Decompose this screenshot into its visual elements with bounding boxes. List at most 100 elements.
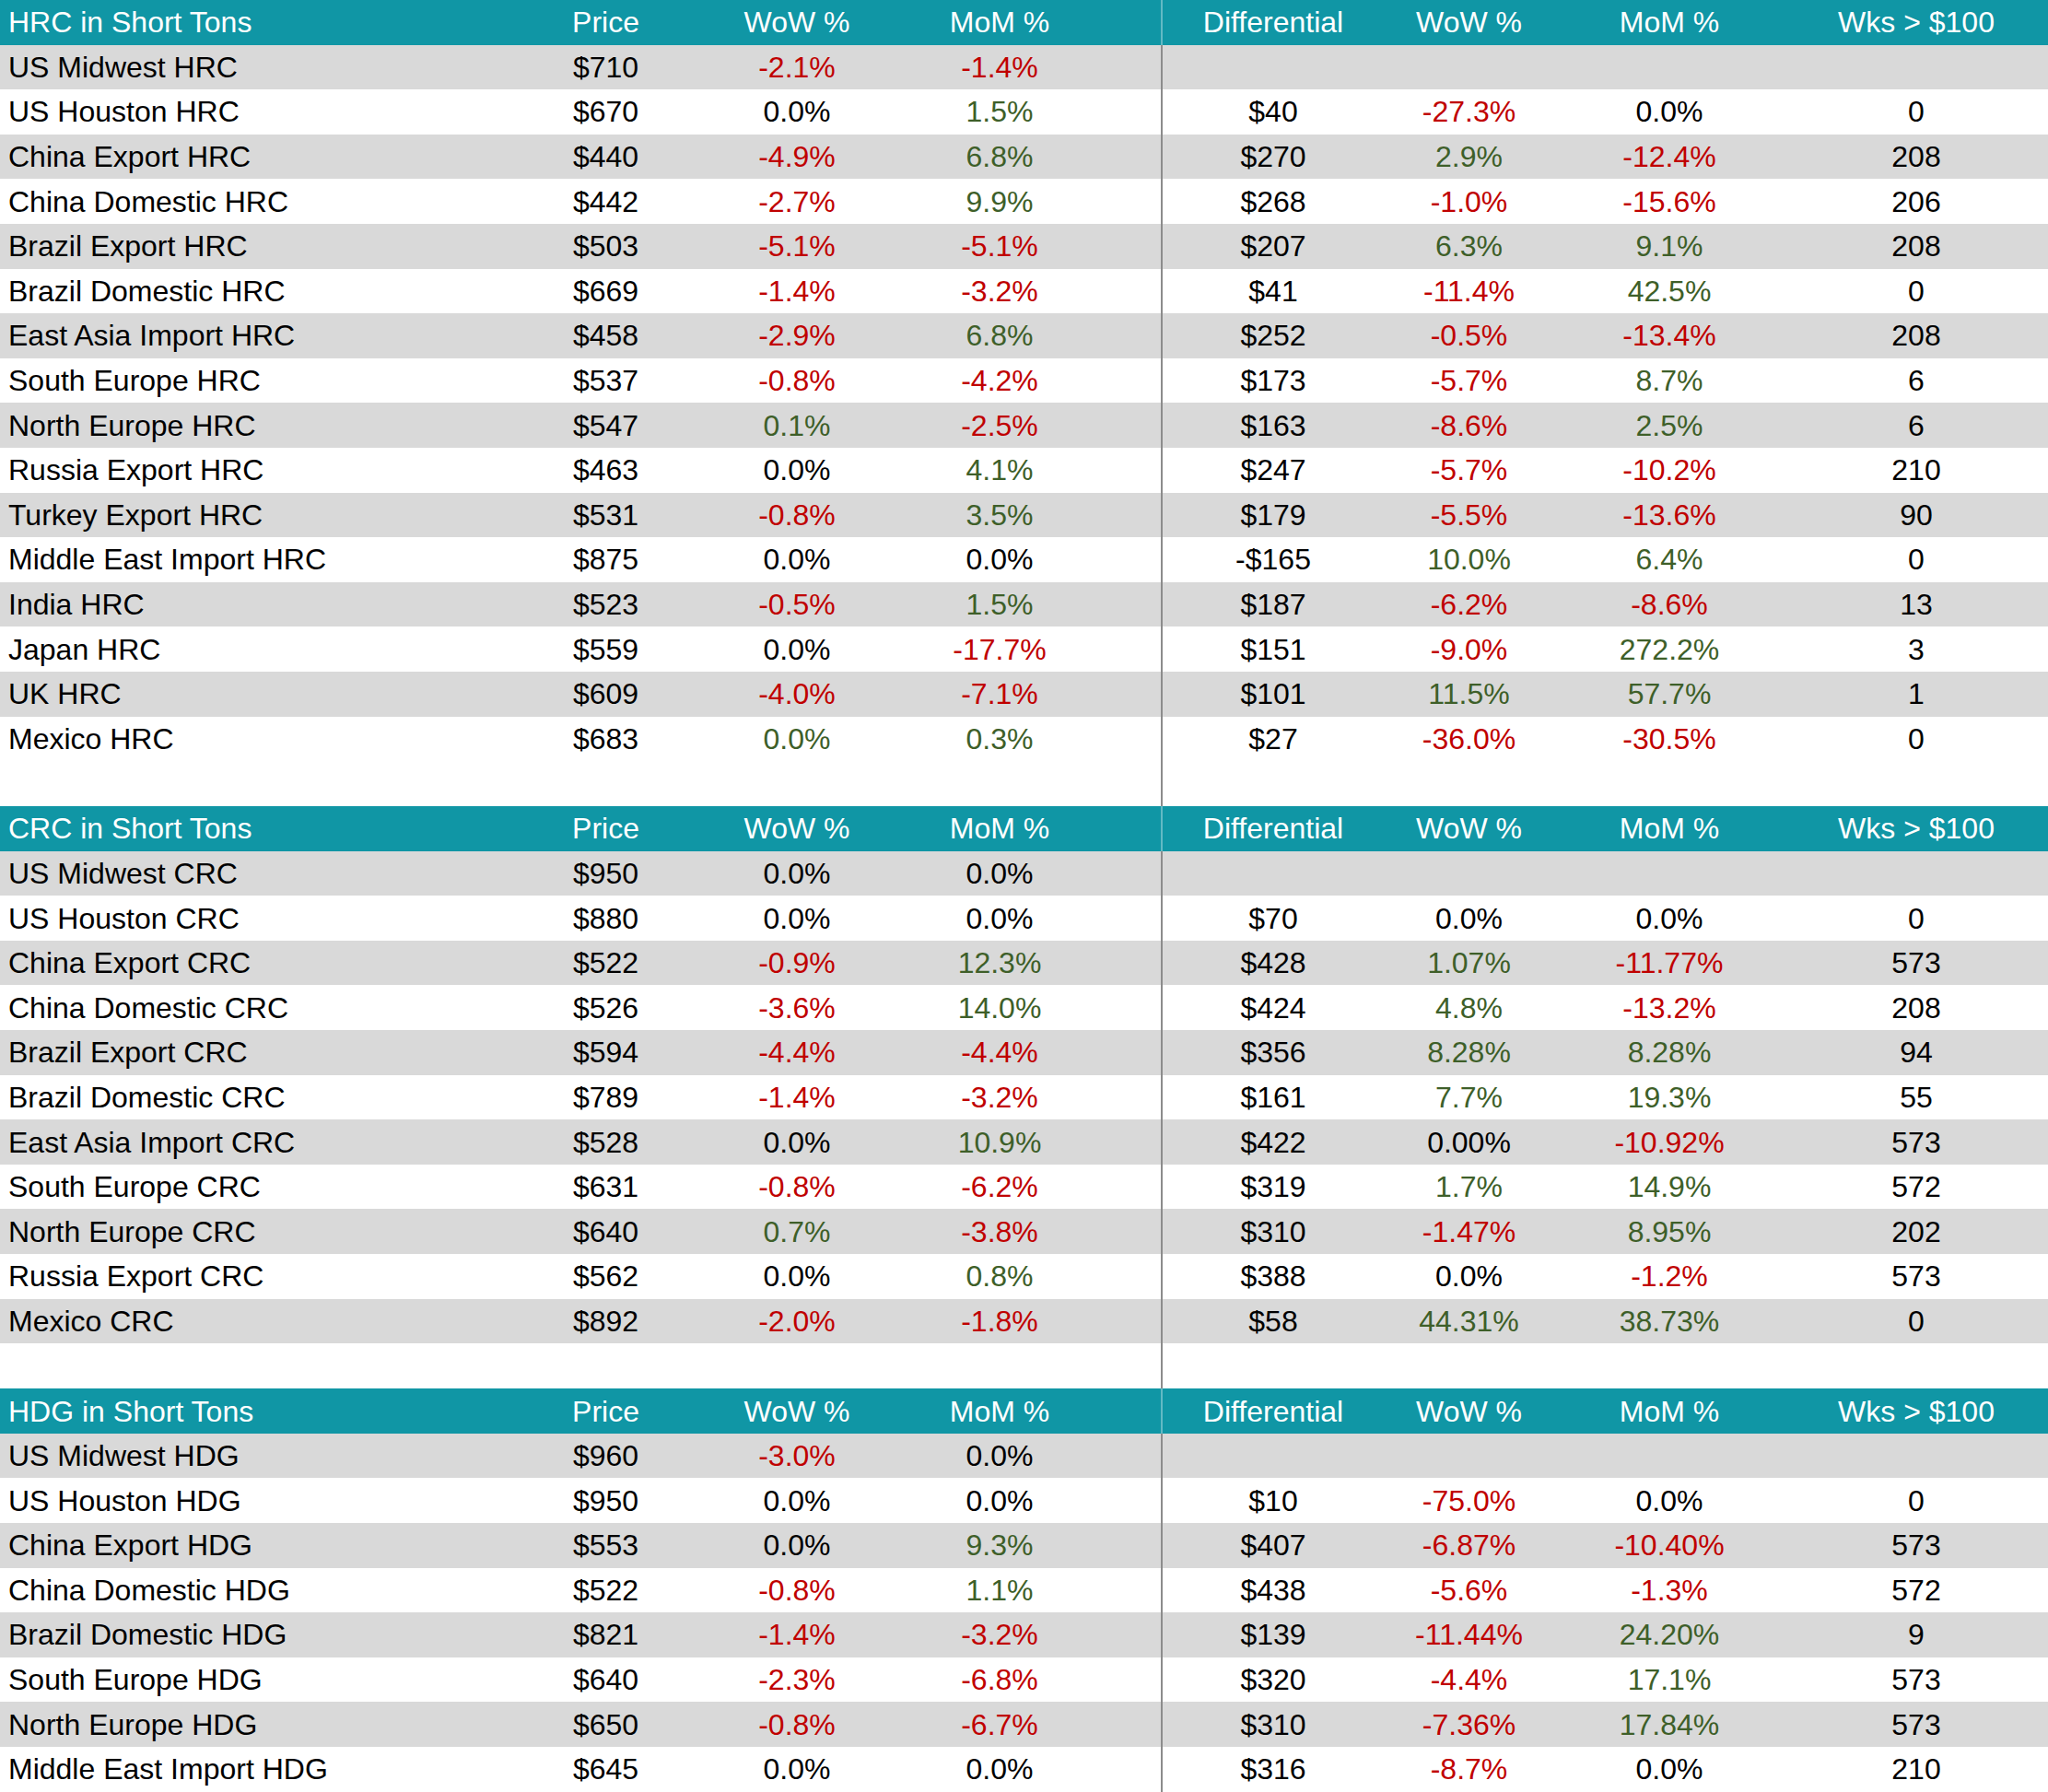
price-value: $960 <box>511 1434 700 1479</box>
price-value: $528 <box>511 1119 700 1165</box>
differential-value: $310 <box>1163 1702 1384 1747</box>
column-divider <box>1106 358 1163 404</box>
column-divider <box>1106 1434 1163 1479</box>
col-mom: MoM % <box>894 1388 1106 1434</box>
wks-value: 94 <box>1785 1030 2048 1075</box>
table-row: Middle East Import HDG$6450.0%0.0%$316-8… <box>0 1747 2048 1792</box>
diff-wow-value: -11.4% <box>1384 269 1554 314</box>
wks-value: 0 <box>1785 269 2048 314</box>
differential-value: $207 <box>1163 224 1384 269</box>
region-label: Japan HRC <box>0 627 511 672</box>
col-wow: WoW % <box>700 1388 894 1434</box>
col-mom: MoM % <box>894 806 1106 851</box>
wow-value: -0.8% <box>700 358 894 404</box>
column-divider <box>1106 896 1163 941</box>
price-value: $442 <box>511 179 700 224</box>
wow-value: -4.4% <box>700 1030 894 1075</box>
column-divider <box>1106 1299 1163 1344</box>
region-label: US Midwest HRC <box>0 45 511 90</box>
mom-value: 10.9% <box>894 1119 1106 1165</box>
mom-value: -17.7% <box>894 627 1106 672</box>
diff-mom-value: 0.0% <box>1554 89 1785 135</box>
price-value: $683 <box>511 717 700 762</box>
diff-mom-value: 8.95% <box>1554 1209 1785 1254</box>
diff-mom-value: -12.4% <box>1554 135 1785 180</box>
wks-value: 0 <box>1785 1478 2048 1523</box>
wks-value: 13 <box>1785 582 2048 627</box>
region-label: Brazil Export CRC <box>0 1030 511 1075</box>
hdg-table: HDG in Short Tons Price WoW % MoM % Diff… <box>0 1388 2048 1791</box>
differential-value: $58 <box>1163 1299 1384 1344</box>
differential-value: $270 <box>1163 135 1384 180</box>
price-value: $440 <box>511 135 700 180</box>
price-value: $559 <box>511 627 700 672</box>
table-row: Middle East Import HRC$8750.0%0.0%-$1651… <box>0 537 2048 582</box>
table-row: Mexico CRC$892-2.0%-1.8%$5844.31%38.73%0 <box>0 1299 2048 1344</box>
wks-value: 573 <box>1785 1523 2048 1568</box>
price-value: $640 <box>511 1657 700 1703</box>
diff-wow-value: -36.0% <box>1384 717 1554 762</box>
mom-value: 14.0% <box>894 985 1106 1030</box>
table-row: East Asia Import CRC$5280.0%10.9%$4220.0… <box>0 1119 2048 1165</box>
differential-value: $388 <box>1163 1254 1384 1299</box>
mom-value: 0.0% <box>894 896 1106 941</box>
wow-value: -2.7% <box>700 179 894 224</box>
diff-wow-value: -8.7% <box>1384 1747 1554 1792</box>
wks-value: 206 <box>1785 179 2048 224</box>
diff-wow-value: 10.0% <box>1384 537 1554 582</box>
wow-value: 0.0% <box>700 537 894 582</box>
crc-header-row: CRC in Short Tons Price WoW % MoM % Diff… <box>0 806 2048 851</box>
crc-table: CRC in Short Tons Price WoW % MoM % Diff… <box>0 806 2048 1343</box>
table-row: Mexico HRC$6830.0%0.3%$27-36.0%-30.5%0 <box>0 717 2048 762</box>
table-row: UK HRC$609-4.0%-7.1%$10111.5%57.7%1 <box>0 672 2048 717</box>
table-row: India HRC$523-0.5%1.5%$187-6.2%-8.6%13 <box>0 582 2048 627</box>
diff-wow-value: 1.07% <box>1384 941 1554 986</box>
wks-value: 6 <box>1785 358 2048 404</box>
table-title: CRC in Short Tons <box>0 806 511 851</box>
price-value: $522 <box>511 941 700 986</box>
mom-value: -4.2% <box>894 358 1106 404</box>
mom-value: 0.0% <box>894 1434 1106 1479</box>
mom-value: -5.1% <box>894 224 1106 269</box>
wks-value: 573 <box>1785 1702 2048 1747</box>
mom-value: 1.5% <box>894 89 1106 135</box>
diff-wow-value: 7.7% <box>1384 1075 1554 1120</box>
column-divider <box>1106 627 1163 672</box>
region-label: US Houston HRC <box>0 89 511 135</box>
table-title: HDG in Short Tons <box>0 1388 511 1434</box>
diff-mom-value: 8.28% <box>1554 1030 1785 1075</box>
diff-mom-value: 6.4% <box>1554 537 1785 582</box>
mom-value: 0.0% <box>894 851 1106 896</box>
diff-mom-value: 57.7% <box>1554 672 1785 717</box>
column-divider <box>1106 1657 1163 1703</box>
differential-value: $428 <box>1163 941 1384 986</box>
column-divider <box>1106 1343 1163 1388</box>
wks-value: 1 <box>1785 672 2048 717</box>
region-label: North Europe CRC <box>0 1209 511 1254</box>
diff-wow-value: -1.47% <box>1384 1209 1554 1254</box>
differential-value: $101 <box>1163 672 1384 717</box>
column-divider <box>1106 1478 1163 1523</box>
table-title: HRC in Short Tons <box>0 0 511 45</box>
diff-mom-value: -30.5% <box>1554 717 1785 762</box>
column-divider <box>1106 1612 1163 1657</box>
diff-mom-value: -11.77% <box>1554 941 1785 986</box>
table-row: North Europe HRC$5470.1%-2.5%$163-8.6%2.… <box>0 403 2048 448</box>
diff-mom-value: -1.3% <box>1554 1568 1785 1613</box>
column-divider <box>1106 1030 1163 1075</box>
diff-wow-value: -8.6% <box>1384 403 1554 448</box>
differential-value: $27 <box>1163 717 1384 762</box>
wow-value: 0.0% <box>700 1119 894 1165</box>
differential-value: $163 <box>1163 403 1384 448</box>
differential-value <box>1163 851 1384 896</box>
region-label: Middle East Import HDG <box>0 1747 511 1792</box>
table-row: US Midwest HDG$960-3.0%0.0% <box>0 1434 2048 1479</box>
region-label: China Export CRC <box>0 941 511 986</box>
differential-value: $247 <box>1163 448 1384 493</box>
diff-mom-value: -1.2% <box>1554 1254 1785 1299</box>
column-divider <box>1106 1254 1163 1299</box>
diff-mom-value: -10.92% <box>1554 1119 1785 1165</box>
diff-wow-value: 0.0% <box>1384 1254 1554 1299</box>
wks-value: 6 <box>1785 403 2048 448</box>
table-row: US Houston HRC$6700.0%1.5%$40-27.3%0.0%0 <box>0 89 2048 135</box>
